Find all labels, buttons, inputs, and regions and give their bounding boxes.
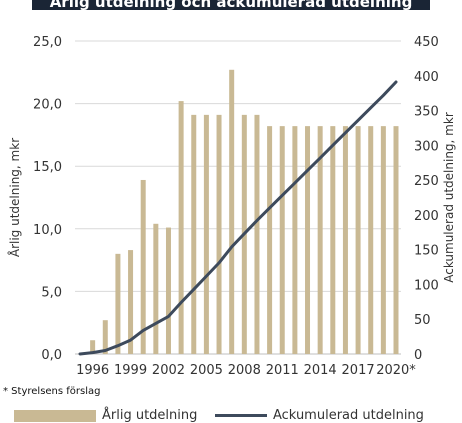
bar	[178, 101, 184, 354]
legend-item-annual: Årlig utdelning	[14, 408, 197, 423]
y-right-tick-label: 250	[414, 174, 439, 189]
bar	[393, 126, 399, 354]
series-line-cumulative	[78, 80, 398, 356]
bar	[90, 340, 96, 354]
bar	[203, 114, 209, 354]
legend: Årlig utdelning Ackumulerad utdelning	[0, 404, 462, 423]
bar	[292, 126, 298, 354]
y-right-tick-label: 100	[414, 278, 439, 293]
y-right-tick-label: 200	[414, 209, 439, 224]
bar	[229, 69, 235, 355]
legend-swatch-bar	[14, 409, 96, 422]
bar	[355, 126, 361, 354]
x-tick-label: 1999	[114, 363, 147, 378]
bar	[317, 126, 323, 354]
bar	[102, 320, 108, 354]
y-right-tick-label: 400	[414, 70, 439, 85]
bar	[342, 126, 348, 354]
x-tick-label: 2017	[342, 363, 375, 378]
y-right-tick-label: 0	[414, 348, 422, 363]
y-right-tick-label: 450	[414, 35, 439, 50]
bar	[165, 227, 171, 354]
y-right-tick-label: 300	[414, 139, 439, 154]
y-right-tick-label: 150	[414, 244, 439, 259]
bar	[380, 126, 386, 354]
bar	[254, 114, 260, 354]
bar	[191, 114, 197, 354]
bar	[279, 126, 285, 354]
y-tick-label: 20,0	[33, 98, 62, 113]
chart-svg: 0,0 5,0 10,0 15,0 20,0 25,0 0 50 100 150 200 250 300…	[7, 35, 456, 378]
y-tick-label: 25,0	[33, 35, 62, 50]
x-tick-label: 2005	[190, 363, 223, 378]
x-tick-label: 2008	[228, 363, 261, 378]
bar	[140, 179, 146, 354]
bar	[115, 253, 121, 354]
bar	[305, 126, 311, 354]
bar	[368, 126, 374, 354]
legend-swatch-line	[215, 414, 267, 417]
footnote: * Styrelsens förslag	[3, 386, 101, 397]
bar	[267, 126, 273, 354]
legend-label-cumulative: Ackumulerad utdelning	[273, 408, 424, 423]
y-right-tick-label: 50	[414, 313, 431, 328]
y-tick-label: 5,0	[41, 285, 62, 300]
y-axis-title-left: Årlig utdelning, mkr	[7, 138, 22, 257]
legend-item-cumulative: Ackumulerad utdelning	[215, 408, 424, 423]
y-axis-title-right: Ackumulerad utdelning, mkr	[442, 112, 456, 283]
y-tick-label: 0,0	[41, 348, 62, 363]
bar	[330, 126, 336, 354]
x-tick-label: 2002	[152, 363, 185, 378]
y-right-tick-label: 350	[414, 105, 439, 120]
x-tick-label: 1996	[76, 363, 109, 378]
bar	[216, 114, 222, 354]
bar	[128, 250, 134, 354]
legend-label-annual: Årlig utdelning	[102, 408, 198, 423]
y-tick-label: 10,0	[33, 223, 62, 238]
x-tick-label: 2011	[266, 363, 299, 378]
chart-title: Årlig utdelning och ackumulerad utdelnin…	[32, 0, 430, 10]
y-tick-label: 15,0	[33, 160, 62, 175]
x-tick-label: 2014	[304, 363, 337, 378]
x-tick-label: 2020*	[376, 363, 416, 378]
bar	[153, 223, 159, 354]
